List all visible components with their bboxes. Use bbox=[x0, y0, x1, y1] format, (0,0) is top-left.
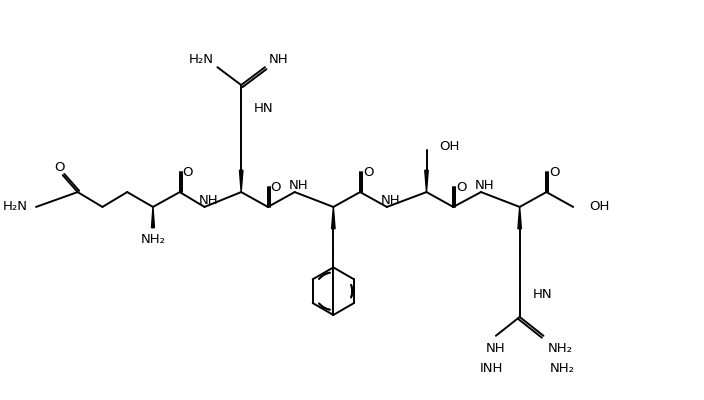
Text: O: O bbox=[549, 166, 560, 179]
Text: NH: NH bbox=[486, 342, 505, 355]
Text: NH: NH bbox=[381, 194, 401, 206]
Text: O: O bbox=[456, 181, 467, 194]
Text: NH₂: NH₂ bbox=[141, 233, 165, 246]
Text: HN: HN bbox=[254, 102, 274, 115]
Polygon shape bbox=[332, 207, 335, 229]
Text: NH: NH bbox=[289, 179, 308, 192]
Text: NH₂: NH₂ bbox=[549, 362, 574, 375]
Text: NH: NH bbox=[269, 53, 289, 66]
Polygon shape bbox=[518, 207, 522, 229]
Polygon shape bbox=[151, 207, 154, 228]
Text: HN: HN bbox=[532, 288, 552, 301]
Text: H₂N: H₂N bbox=[189, 53, 213, 66]
Text: NH: NH bbox=[475, 179, 495, 192]
Text: NH: NH bbox=[199, 194, 218, 206]
Text: OH: OH bbox=[439, 140, 460, 153]
Text: OH: OH bbox=[589, 200, 610, 214]
Text: INH: INH bbox=[480, 362, 503, 375]
Text: O: O bbox=[363, 166, 373, 179]
Text: O: O bbox=[55, 161, 65, 174]
Text: O: O bbox=[182, 166, 193, 179]
Polygon shape bbox=[425, 170, 428, 192]
Text: H₂N: H₂N bbox=[3, 200, 28, 214]
Text: O: O bbox=[270, 181, 281, 194]
Text: NH₂: NH₂ bbox=[548, 342, 572, 355]
Polygon shape bbox=[239, 170, 243, 192]
